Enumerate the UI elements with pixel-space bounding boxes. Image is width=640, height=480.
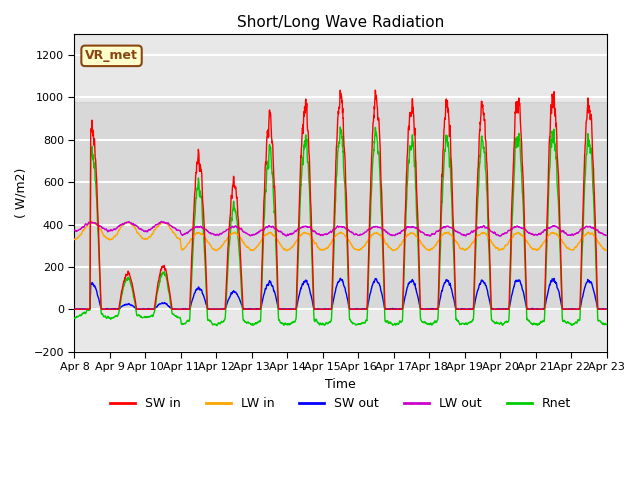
- Legend: SW in, LW in, SW out, LW out, Rnet: SW in, LW in, SW out, LW out, Rnet: [105, 392, 576, 415]
- X-axis label: Time: Time: [325, 377, 356, 391]
- Title: Short/Long Wave Radiation: Short/Long Wave Radiation: [237, 15, 444, 30]
- Y-axis label: ( W/m2): ( W/m2): [15, 168, 28, 218]
- Text: VR_met: VR_met: [85, 49, 138, 62]
- Bar: [74, 102, 607, 309]
